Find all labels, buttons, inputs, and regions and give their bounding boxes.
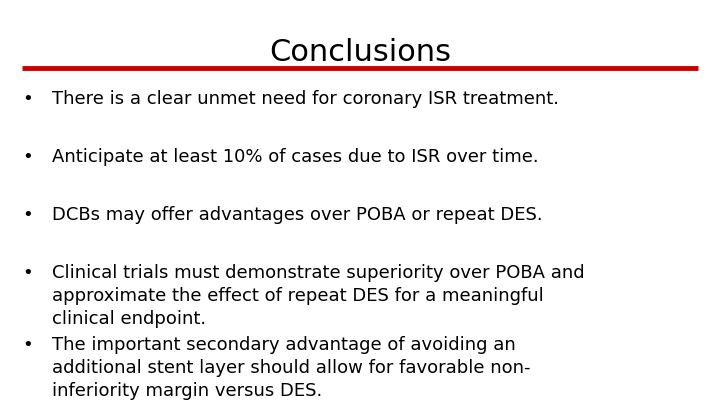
Text: •: •	[22, 90, 33, 108]
Text: Conclusions: Conclusions	[269, 38, 451, 67]
Text: Anticipate at least 10% of cases due to ISR over time.: Anticipate at least 10% of cases due to …	[52, 148, 539, 166]
Text: •: •	[22, 148, 33, 166]
Text: •: •	[22, 264, 33, 282]
Text: Clinical trials must demonstrate superiority over POBA and
approximate the effec: Clinical trials must demonstrate superio…	[52, 264, 585, 328]
Text: •: •	[22, 206, 33, 224]
Text: There is a clear unmet need for coronary ISR treatment.: There is a clear unmet need for coronary…	[52, 90, 559, 108]
Text: The important secondary advantage of avoiding an
additional stent layer should a: The important secondary advantage of avo…	[52, 336, 531, 400]
Text: •: •	[22, 336, 33, 354]
Text: DCBs may offer advantages over POBA or repeat DES.: DCBs may offer advantages over POBA or r…	[52, 206, 543, 224]
